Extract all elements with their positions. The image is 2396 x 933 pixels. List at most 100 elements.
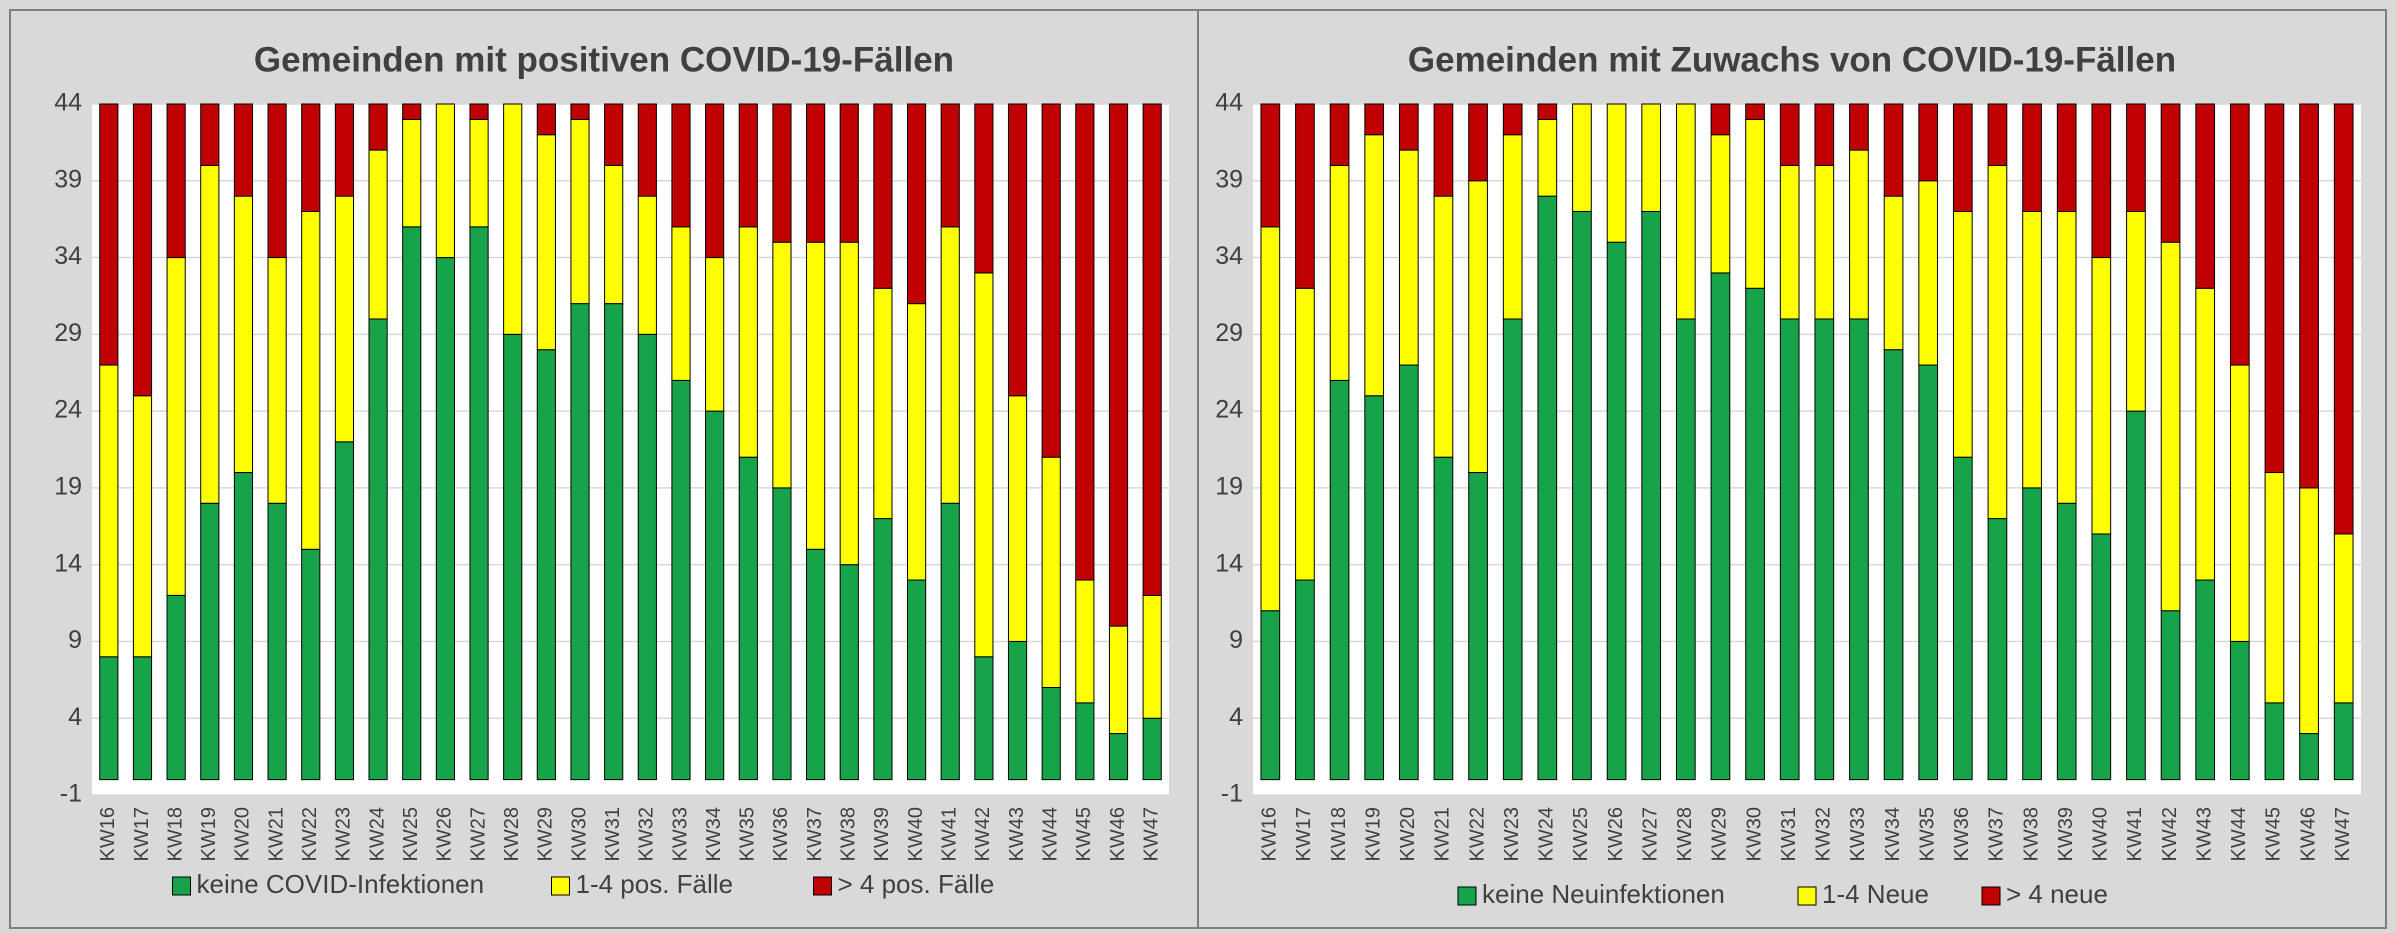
bar [1952,210,1973,458]
y-tick-label: 4 [68,703,82,731]
bar [2160,610,2181,781]
x-tick-label: KW28 [1674,807,1696,861]
x-tick-label: KW35 [737,807,759,861]
y-tick-label: 39 [54,165,82,193]
bar [604,164,624,305]
bar [1849,318,1869,781]
x-tick-label: KW30 [1743,807,1765,861]
bar [906,103,927,305]
x-tick-label: KW37 [804,807,826,861]
x-tick-label: KW20 [232,807,254,861]
x-tick-label: KW29 [1709,807,1731,861]
bar [839,241,859,566]
x-tick-label: KW22 [299,807,321,861]
bar [1041,103,1061,458]
x-tick-label: KW30 [568,807,590,861]
legend-label: 1-4 pos. Fälle [576,869,734,899]
bar [1710,103,1731,136]
x-tick-label: KW33 [1847,807,1869,861]
x-tick-label: KW44 [2228,807,2250,861]
bar [940,103,960,228]
bar [2022,487,2042,781]
bar [1433,103,1454,197]
bar [233,195,254,474]
x-tick-label: KW19 [1362,807,1384,861]
bar [1041,687,1061,781]
x-tick-label: KW23 [333,807,355,861]
bar [1260,226,1281,612]
bar [940,502,960,781]
bar [368,149,388,320]
bar [99,656,119,781]
bar [1814,318,1835,781]
y-tick-label: -1 [1221,780,1243,808]
bar [1502,103,1523,136]
y-tick-label: 29 [54,319,82,347]
y-tick-label: 4 [1229,703,1243,731]
bar [2229,364,2250,642]
bar [1641,210,1662,781]
bar [671,103,691,228]
x-tick-label: KW25 [1570,807,1592,861]
y-tick-label: 44 [1215,89,1243,117]
bar [132,656,153,781]
x-tick-label: KW22 [1466,807,1488,861]
bar [1814,164,1835,320]
bar [536,349,556,781]
x-tick-label: KW26 [434,807,456,861]
bar [637,195,657,335]
x-tick-label: KW18 [164,807,186,861]
bar [132,103,153,397]
bar [1675,103,1696,320]
bar [940,226,960,504]
bar [806,241,826,550]
bar [2056,502,2077,781]
y-tick-label: 29 [1215,319,1243,347]
x-tick-label: KW41 [2124,807,2146,861]
legend-label: 1-4 Neue [1822,879,1929,909]
bar [1537,195,1558,781]
bar [1502,134,1523,320]
x-tick-label: KW21 [1432,807,1454,861]
x-tick-label: KW38 [838,807,860,861]
x-tick-label: KW25 [400,807,422,861]
bar [1260,610,1281,781]
bar [1398,149,1419,366]
bar [839,103,859,243]
legend-label: keine Neuinfektionen [1482,879,1725,909]
bar [368,103,388,151]
bar [2091,103,2112,259]
bar [1606,103,1627,243]
bar [2056,103,2077,212]
bar [772,241,792,489]
bar [906,579,927,781]
bar [671,226,691,381]
bar [738,456,758,781]
bar [570,118,590,305]
bar [1041,456,1061,689]
bar [738,103,758,228]
bar [2160,103,2181,243]
bar [469,226,489,781]
bar [772,487,792,781]
bar [435,257,455,781]
x-tick-label: KW44 [1039,807,1061,861]
x-tick-label: KW39 [871,807,893,861]
bar [166,257,186,596]
x-tick-label: KW43 [2193,807,2215,861]
x-tick-label: KW45 [1073,807,1095,861]
bar [1745,118,1765,289]
bar [2126,410,2146,781]
bar [2160,241,2181,612]
bar [1075,103,1095,581]
legend-swatch [551,876,570,896]
bar [2195,579,2216,781]
bar [2091,257,2112,535]
bar [1675,318,1696,781]
bar [1108,103,1129,627]
bar [1468,472,1488,781]
x-tick-label: KW36 [1951,807,1973,861]
bar [1883,103,1904,197]
x-tick-label: KW38 [2020,807,2042,861]
x-tick-label: KW40 [905,807,927,861]
